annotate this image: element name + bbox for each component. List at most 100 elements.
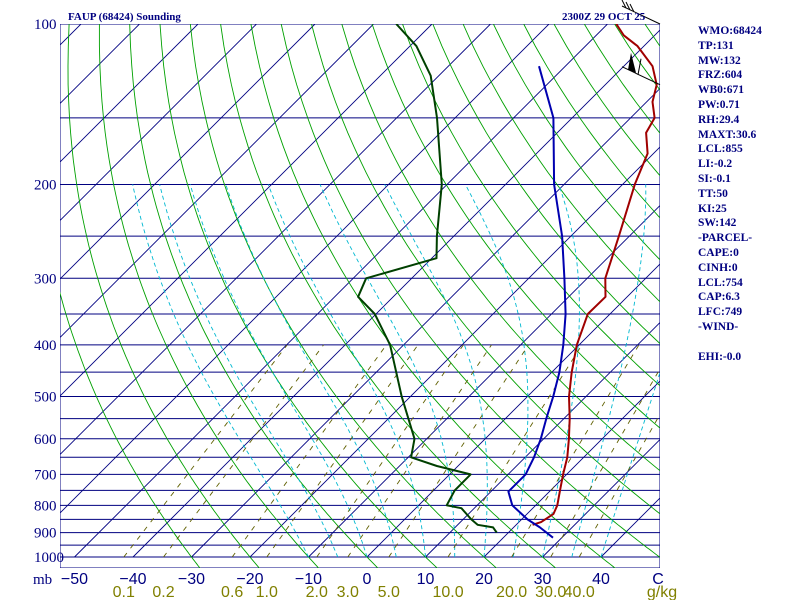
index-line: PW:0.71 (698, 98, 740, 111)
pressure-tick-label: 300 (34, 271, 57, 287)
isotherm-line (191, 87, 660, 558)
isotherm-line (60, 24, 433, 397)
temperature-trace (532, 24, 658, 526)
index-line: -WIND- (698, 320, 739, 333)
isotherm-line (60, 24, 491, 456)
isotherm-line (60, 24, 550, 514)
dry-adiabat-line (129, 24, 379, 568)
index-line: TP:131 (698, 39, 734, 52)
mixing-ratio-tick-label: 40.0 (564, 584, 595, 600)
temperature-tick-label: 30 (534, 571, 552, 588)
chart-traces (357, 24, 658, 539)
mixing-ratio-line (347, 344, 492, 558)
temperature-tick-label: 0 (363, 571, 372, 588)
dry-adiabat-line (462, 24, 660, 303)
dewpoint-trace (357, 24, 498, 534)
index-line: MAXT:30.6 (698, 128, 757, 141)
dry-adiabat-line (371, 24, 660, 429)
index-line: CINH:0 (698, 261, 738, 274)
temperature-tick-label: −10 (295, 571, 322, 588)
index-line: SW:142 (698, 217, 737, 230)
isotherm-line (483, 380, 660, 558)
pressure-tick-label: 400 (34, 338, 57, 354)
index-line: LFC:749 (698, 306, 743, 319)
pressure-tick-label: 700 (34, 467, 57, 483)
moist-adiabat-line (225, 184, 397, 558)
moist-adiabat-line (542, 184, 580, 558)
wind-barb-shaft (621, 5, 661, 25)
temperature-tick-label: −20 (236, 571, 263, 588)
isotherm-line (542, 438, 660, 558)
index-line: EHI:-0.0 (698, 350, 742, 363)
isotherm-line (60, 24, 257, 222)
pressure-tick-label: 600 (34, 432, 57, 448)
mixing-ratio-unit-label: g/kg (647, 584, 677, 600)
dry-adiabat-line (492, 24, 660, 261)
index-line: FRZ:604 (698, 69, 743, 82)
temperature-tick-label: −30 (178, 571, 205, 588)
dry-adiabat-line (341, 24, 660, 472)
isotherm-line (366, 263, 660, 558)
index-line: CAPE:0 (698, 246, 739, 259)
isotherm-line (249, 146, 660, 558)
mixing-ratio-tick-label: 2.0 (306, 584, 328, 600)
chart-grid (60, 24, 660, 568)
index-line: TT:50 (698, 187, 728, 200)
parcel-trace (507, 65, 567, 539)
dry-adiabat-line (67, 24, 260, 568)
dry-adiabat-line (432, 24, 660, 345)
moist-adiabat-line (571, 184, 647, 558)
mixing-ratio-tick-label: 3.0 (337, 584, 359, 600)
chart-title: FAUP (68424) Sounding (68, 11, 181, 23)
index-line: SI:-0.1 (698, 172, 731, 185)
moist-adiabat-line (465, 184, 529, 558)
dry-adiabat-line (189, 24, 498, 568)
mixing-ratio-tick-label: 1.0 (256, 584, 278, 600)
index-line: LI:-0.2 (698, 158, 733, 171)
moist-adiabat-line (159, 184, 339, 558)
mixing-ratio-tick-label: 5.0 (378, 584, 400, 600)
moist-adiabat-line (267, 184, 426, 558)
temperature-tick-label: −40 (119, 571, 146, 588)
index-line: RH:29.4 (698, 113, 740, 126)
moist-adiabat-line (189, 184, 368, 558)
wind-barb-feather (637, 58, 642, 75)
mixing-ratio-tick-label: 20.0 (496, 584, 527, 600)
pressure-unit-label: mb (33, 572, 52, 588)
dry-adiabat-line (250, 24, 616, 568)
mixing-ratio-line (123, 344, 288, 558)
index-line: WB0:671 (698, 84, 744, 97)
index-line (698, 335, 798, 350)
index-line: WMO:68424 (698, 25, 762, 37)
mixing-ratio-tick-label: 0.2 (152, 584, 174, 600)
temperature-tick-label: 10 (417, 571, 435, 588)
temperature-tick-label: 40 (592, 571, 610, 588)
index-line: KI:25 (698, 202, 727, 215)
index-line: LCL:855 (698, 143, 743, 156)
chart-valid-time: 2300Z 29 OCT 25 (562, 11, 646, 23)
pressure-tick-label: 1000 (34, 550, 64, 566)
mixing-ratio-tick-label: 10.0 (432, 584, 463, 600)
mixing-ratio-line (447, 344, 583, 558)
mixing-ratio-tick-label: 30.0 (535, 584, 566, 600)
isotherm-line (60, 24, 199, 163)
dry-adiabat-line (311, 24, 660, 515)
isotherm-line (308, 204, 660, 558)
pressure-tick-label: 900 (34, 526, 57, 542)
wind-barb (621, 0, 661, 25)
dry-adiabat-line (280, 24, 660, 558)
pressure-tick-label: 500 (34, 390, 57, 406)
temperature-tick-label: −50 (61, 571, 88, 588)
wind-barbs (621, 0, 661, 86)
isotherm-line (425, 321, 660, 558)
index-line: -PARCEL- (698, 232, 753, 245)
isotherm-line (132, 29, 660, 558)
dry-adiabat-line (98, 24, 320, 568)
mixing-ratio-line (511, 344, 640, 558)
mixing-ratio-line (388, 344, 529, 558)
wind-barb (621, 52, 661, 86)
isotherm-line (60, 24, 374, 339)
